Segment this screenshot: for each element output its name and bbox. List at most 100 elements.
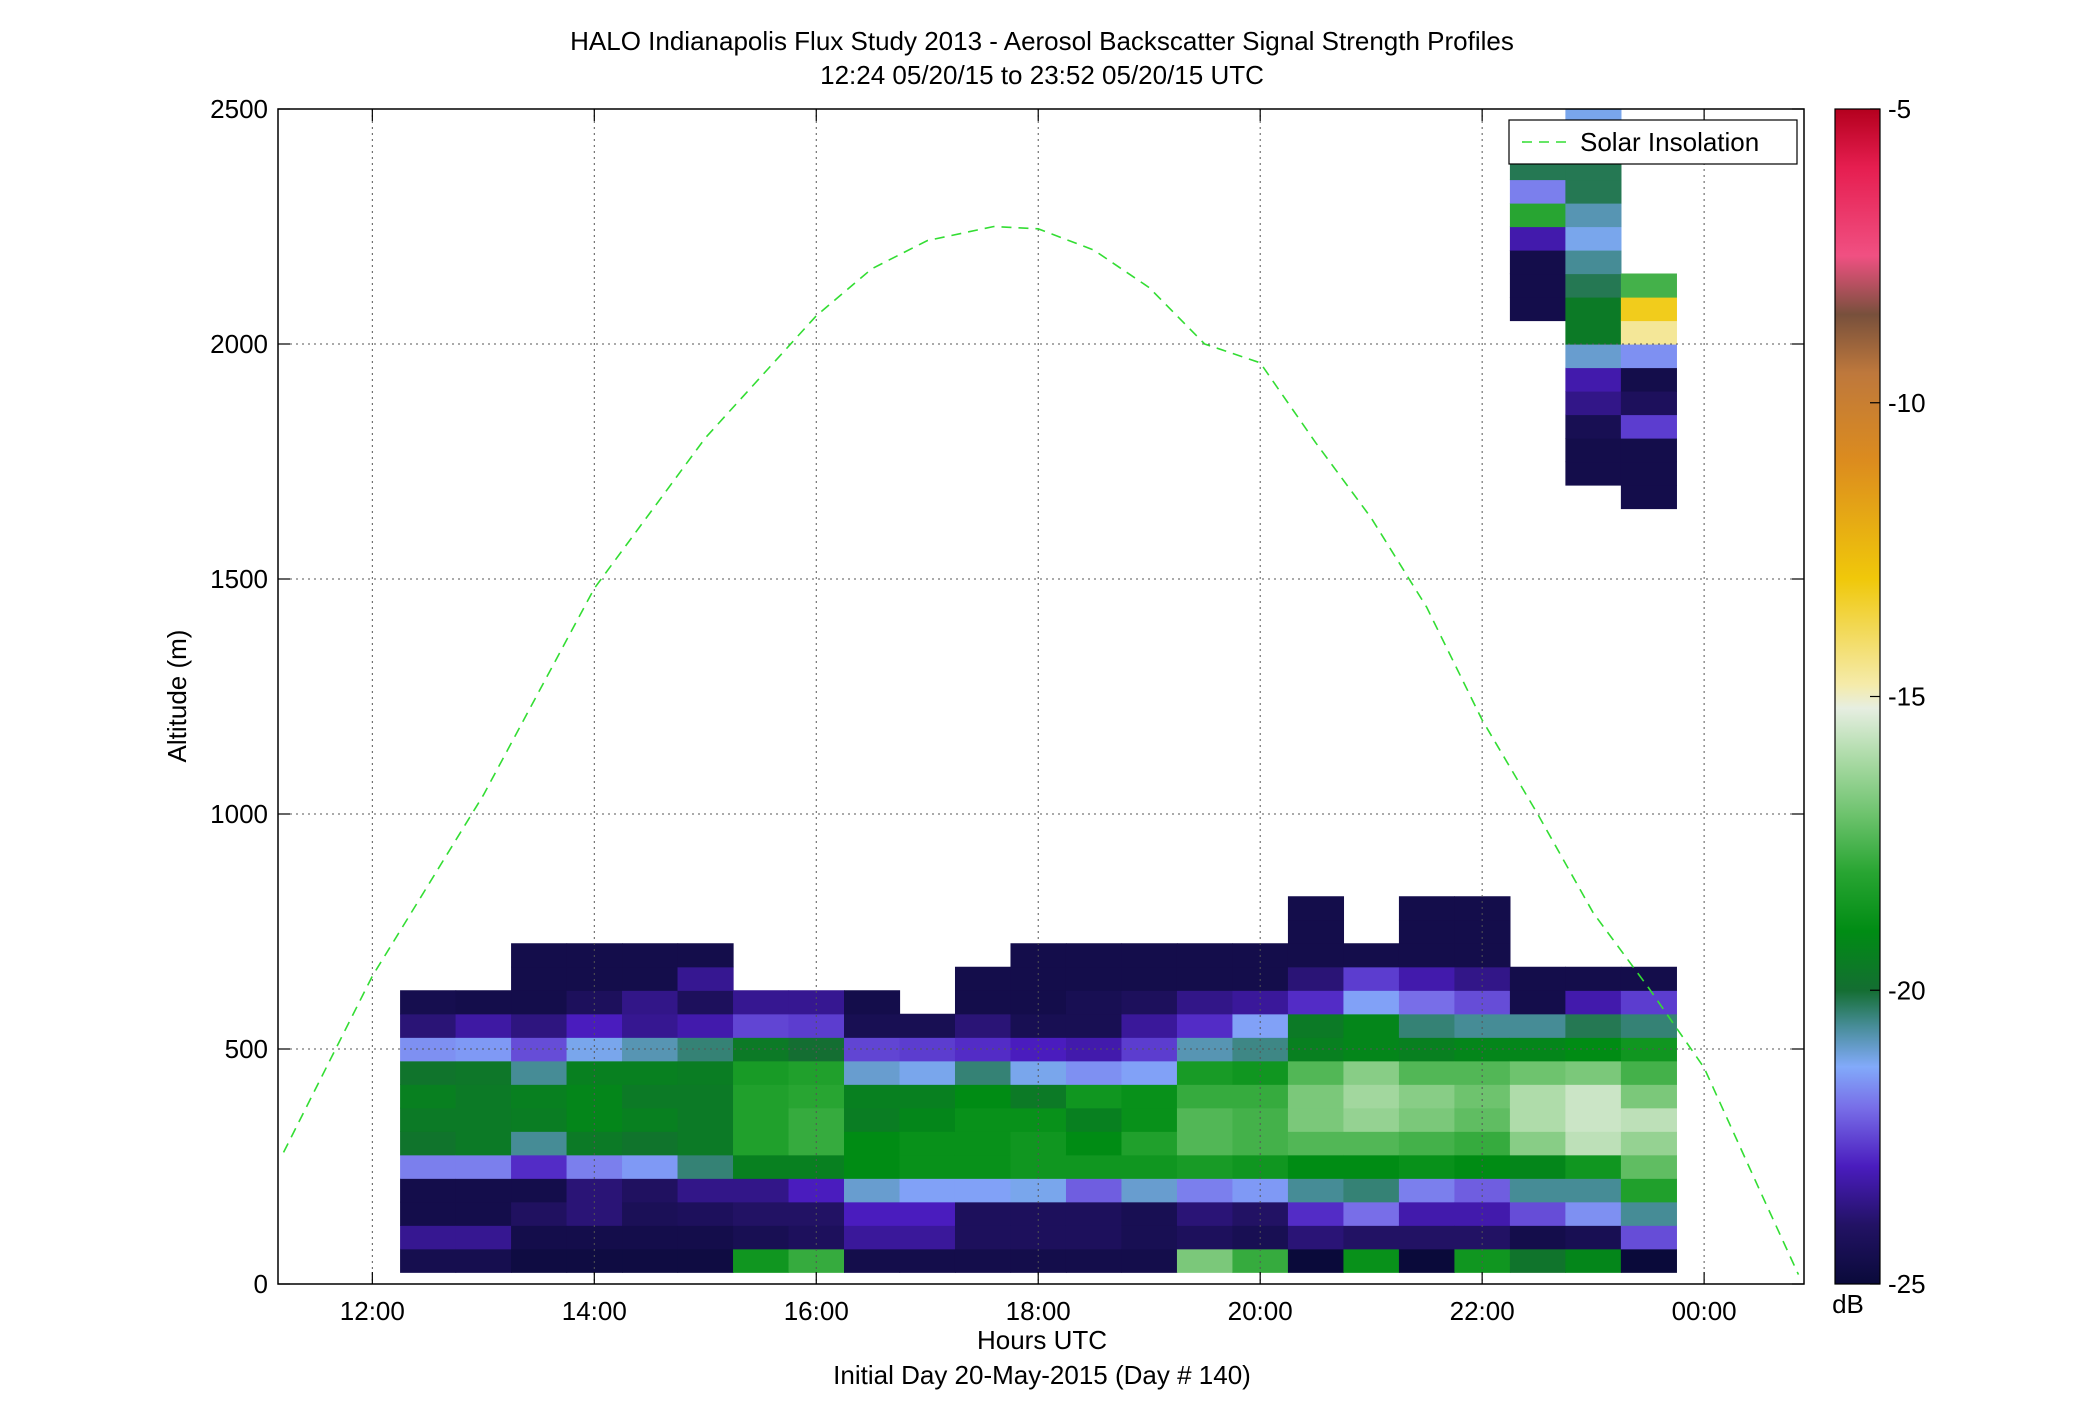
- heatmap-cells: [400, 109, 1677, 1273]
- heatmap-cell: [677, 1013, 734, 1038]
- heatmap-cell: [1620, 1248, 1677, 1273]
- heatmap-cell: [954, 1060, 1012, 1085]
- heatmap-cell: [1065, 1201, 1123, 1226]
- heatmap-cell: [1620, 438, 1677, 463]
- heatmap-cell: [899, 1225, 956, 1250]
- heatmap-cell: [1121, 1060, 1178, 1085]
- heatmap-cell: [954, 1225, 1012, 1250]
- heatmap-cell: [1287, 1131, 1345, 1156]
- heatmap-cell: [1065, 1084, 1123, 1109]
- heatmap-cell: [1620, 1107, 1677, 1132]
- heatmap-cell: [1509, 1178, 1566, 1203]
- heatmap-cell: [899, 1178, 956, 1203]
- heatmap-cell: [1620, 461, 1677, 486]
- heatmap-cell: [1509, 226, 1566, 251]
- heatmap-cell: [954, 1107, 1012, 1132]
- heatmap-cell: [677, 1084, 734, 1109]
- heatmap-cell: [1398, 1084, 1456, 1109]
- heatmap-cell: [1176, 1154, 1234, 1179]
- heatmap-cell: [400, 1131, 457, 1156]
- heatmap-cell: [733, 1131, 790, 1156]
- heatmap-cell: [455, 1107, 512, 1132]
- x-axis-label-secondary: Initial Day 20-May-2015 (Day # 140): [833, 1360, 1251, 1390]
- heatmap-cell: [844, 1248, 901, 1273]
- heatmap-cell: [455, 1201, 512, 1226]
- heatmap-cell: [1176, 1201, 1234, 1226]
- heatmap-cell: [1565, 966, 1622, 991]
- heatmap-cell: [511, 1060, 568, 1085]
- heatmap-cell: [1343, 1060, 1400, 1085]
- heatmap-cell: [1398, 1248, 1456, 1273]
- heatmap-cell: [1565, 179, 1622, 204]
- heatmap-cell: [1343, 1084, 1400, 1109]
- heatmap-cell: [566, 1131, 623, 1156]
- heatmap-cell: [455, 1013, 512, 1038]
- heatmap-cell: [899, 1201, 956, 1226]
- heatmap-cell: [1620, 391, 1677, 416]
- x-tick-label: 14:00: [562, 1296, 627, 1326]
- heatmap-cell: [1121, 1201, 1178, 1226]
- heatmap-cell: [1398, 1131, 1456, 1156]
- heatmap-cell: [733, 1225, 790, 1250]
- heatmap-cell: [455, 1154, 512, 1179]
- heatmap-cell: [1176, 1178, 1234, 1203]
- heatmap-cell: [1565, 203, 1622, 228]
- heatmap-cell: [1509, 250, 1566, 275]
- heatmap-cell: [511, 966, 568, 991]
- heatmap-cell: [954, 1013, 1012, 1038]
- heatmap-cell: [1509, 1013, 1566, 1038]
- heatmap-cell: [511, 1131, 568, 1156]
- heatmap-cell: [1343, 1248, 1400, 1273]
- heatmap-cell: [1398, 966, 1456, 991]
- heatmap-cell: [1565, 990, 1622, 1015]
- heatmap-cell: [511, 1178, 568, 1203]
- heatmap-cell: [511, 1084, 568, 1109]
- heatmap-cell: [1287, 943, 1345, 968]
- heatmap-cell: [1620, 1060, 1677, 1085]
- heatmap-cell: [455, 1248, 512, 1273]
- heatmap-cell: [1509, 1131, 1566, 1156]
- heatmap-cell: [511, 943, 568, 968]
- heatmap-cell: [954, 1154, 1012, 1179]
- heatmap-cell: [400, 1013, 457, 1038]
- heatmap-cell: [1287, 1154, 1345, 1179]
- heatmap-cell: [1287, 1060, 1345, 1085]
- heatmap-cell: [899, 1060, 956, 1085]
- heatmap-cell: [1287, 1013, 1345, 1038]
- x-tick-label: 12:00: [340, 1296, 405, 1326]
- heatmap-cell: [1620, 1178, 1677, 1203]
- heatmap-cell: [677, 1178, 734, 1203]
- heatmap-cell: [622, 943, 679, 968]
- heatmap-cell: [1509, 1107, 1566, 1132]
- heatmap-cell: [1620, 273, 1677, 298]
- heatmap-cell: [1620, 344, 1677, 369]
- heatmap-cell: [1509, 203, 1566, 228]
- heatmap-cell: [954, 1131, 1012, 1156]
- heatmap-cell: [677, 1248, 734, 1273]
- heatmap-cell: [400, 1201, 457, 1226]
- heatmap-cell: [1565, 1107, 1622, 1132]
- heatmap-cell: [1398, 943, 1456, 968]
- heatmap-cell: [1010, 1131, 1067, 1156]
- heatmap-cell: [844, 1154, 901, 1179]
- heatmap-cell: [1565, 461, 1622, 486]
- heatmap-cell: [899, 1131, 956, 1156]
- heatmap-cell: [1065, 1225, 1123, 1250]
- x-tick-label: 20:00: [1228, 1296, 1293, 1326]
- heatmap-cell: [844, 1013, 901, 1038]
- heatmap-cell: [1121, 1154, 1178, 1179]
- heatmap-cell: [511, 1248, 568, 1273]
- heatmap-cell: [1121, 990, 1178, 1015]
- heatmap-cell: [1176, 1084, 1234, 1109]
- heatmap-cell: [1232, 1248, 1289, 1273]
- heatmap-cell: [954, 1178, 1012, 1203]
- heatmap-cell: [1454, 1248, 1511, 1273]
- heatmap-cell: [1565, 391, 1622, 416]
- heatmap-cell: [844, 1060, 901, 1085]
- heatmap-cell: [677, 1107, 734, 1132]
- heatmap-cell: [1620, 485, 1677, 510]
- heatmap-cell: [1065, 1013, 1123, 1038]
- heatmap-cell: [1565, 226, 1622, 251]
- heatmap-cell: [622, 1154, 679, 1179]
- heatmap-cell: [1343, 990, 1400, 1015]
